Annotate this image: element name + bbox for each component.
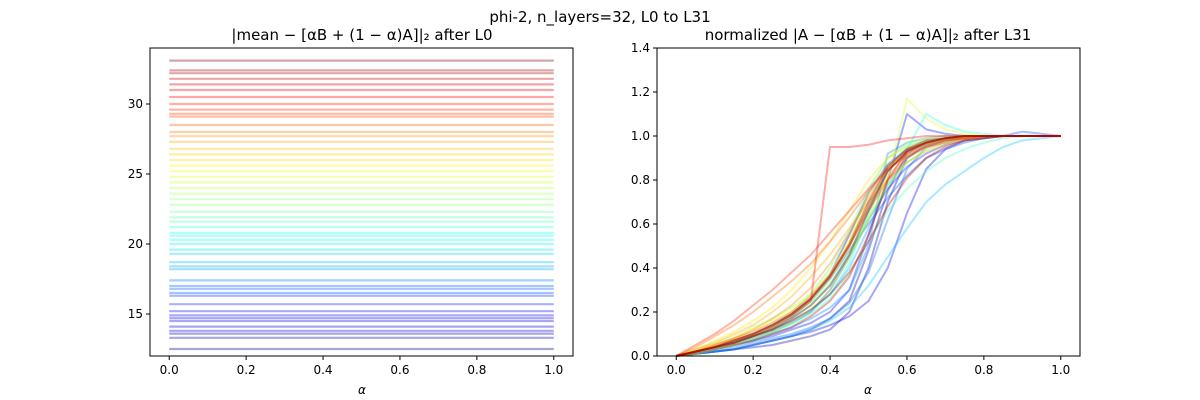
x-tick-label: 0.2 — [237, 363, 256, 377]
left-chart-frame — [149, 47, 574, 357]
y-tick-label: 0.2 — [631, 305, 650, 319]
x-tick-label: 1.0 — [1051, 363, 1070, 377]
series-line-s18 — [675, 135, 1061, 357]
series-line-s30 — [675, 135, 1061, 357]
left-chart-lines — [169, 59, 554, 351]
series-line-s06 — [675, 135, 1061, 357]
right-chart: normalized |A − [αB + (1 − α)A]|₂ after … — [631, 26, 1081, 397]
y-tick-label: 0.8 — [631, 173, 650, 187]
x-tick-label: 0.6 — [390, 363, 409, 377]
series-line-s26 — [675, 135, 1061, 357]
series-line-s15 — [676, 135, 1061, 357]
series-line-s24 — [675, 135, 1061, 357]
series-line-s09 — [676, 135, 1061, 357]
series-line-s33 — [675, 135, 1061, 357]
series-line-s17 — [675, 135, 1061, 357]
y-tick-label: 30 — [128, 97, 143, 111]
series-line-s12 — [675, 135, 1061, 357]
series-line-s34 — [675, 135, 1061, 357]
series-line-s14 — [675, 113, 1061, 357]
x-tick-label: 0.4 — [820, 363, 839, 377]
series-line-s13 — [676, 135, 1061, 357]
left-chart: |mean − [αB + (1 − α)A]|₂ after L0 0.0 0.… — [128, 26, 574, 397]
series-line-s19 — [675, 135, 1061, 357]
series-line-s27 — [675, 135, 1061, 357]
series-line-s10 — [675, 135, 1061, 357]
x-tick-label: 0.0 — [667, 363, 686, 377]
series-line-s01 — [676, 135, 1061, 357]
right-chart-frame — [656, 47, 1081, 357]
x-tick-label: 0.4 — [313, 363, 332, 377]
y-tick-label: 1.0 — [631, 129, 650, 143]
series-line-s20 — [676, 97, 1061, 357]
right-chart-title: normalized |A − [αB + (1 − α)A]|₂ after … — [705, 26, 1032, 44]
series-line-s28 — [675, 135, 1061, 357]
x-tick-label: 1.0 — [544, 363, 563, 377]
y-tick-label: 15 — [128, 307, 143, 321]
left-chart-x-ticks: 0.0 0.2 0.4 0.6 0.8 1.0 — [160, 356, 563, 377]
left-chart-x-label: α — [358, 383, 366, 397]
series-line-s02 — [676, 135, 1061, 357]
series-line-s32 — [675, 135, 1061, 357]
series-line-s07 — [675, 130, 1061, 357]
series-line-s23 — [675, 135, 1061, 357]
y-tick-label: 1.2 — [631, 85, 650, 99]
x-tick-label: 0.8 — [467, 363, 486, 377]
series-line-s22 — [675, 135, 1061, 357]
series-line-s11 — [676, 135, 1061, 357]
right-chart-x-ticks: 0.0 0.2 0.4 0.6 0.8 1.0 — [667, 356, 1070, 377]
x-tick-label: 0.6 — [897, 363, 916, 377]
right-chart-y-ticks: 0.0 0.2 0.4 0.6 0.8 1.0 1.2 1.4 — [631, 41, 657, 363]
y-tick-label: 25 — [128, 167, 143, 181]
figure-suptitle: phi-2, n_layers=32, L0 to L31 — [489, 8, 710, 27]
right-chart-x-label: α — [864, 383, 872, 397]
series-line-s08 — [676, 135, 1061, 357]
y-tick-label: 20 — [128, 237, 143, 251]
series-line-s05 — [676, 113, 1061, 357]
x-tick-label: 0.0 — [160, 363, 179, 377]
right-chart-lines — [675, 97, 1061, 357]
left-chart-y-ticks: 15 20 25 30 — [128, 97, 150, 321]
x-tick-label: 0.8 — [974, 363, 993, 377]
series-line-s25 — [675, 135, 1061, 357]
y-tick-label: 0.6 — [631, 217, 650, 231]
y-tick-label: 0.0 — [631, 349, 650, 363]
series-line-s03 — [675, 135, 1061, 357]
series-line-s29 — [675, 135, 1061, 357]
series-line-s16 — [675, 135, 1061, 357]
series-line-s21 — [675, 135, 1061, 357]
y-tick-label: 1.4 — [631, 41, 650, 55]
series-line-s04 — [676, 135, 1061, 357]
y-tick-label: 0.4 — [631, 261, 650, 275]
x-tick-label: 0.2 — [744, 363, 763, 377]
series-line-s31 — [676, 135, 1061, 357]
left-chart-title: |mean − [αB + (1 − α)A]|₂ after L0 — [231, 26, 492, 44]
